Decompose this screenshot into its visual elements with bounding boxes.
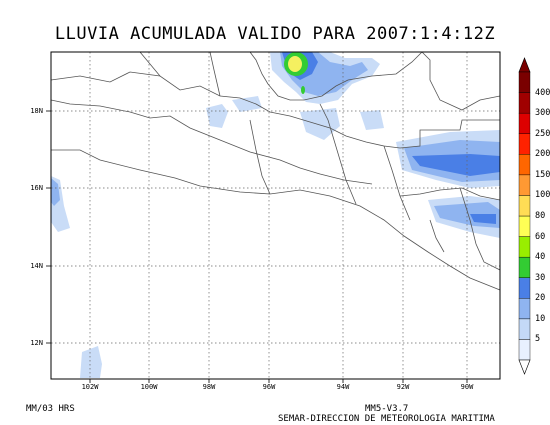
colorbar-bottom-arrow <box>518 359 531 375</box>
colorbar-swatch <box>518 277 531 299</box>
colorbar-swatch <box>518 174 531 196</box>
colorbar-label: 10 <box>535 313 546 324</box>
pacific-coast <box>51 149 501 291</box>
rain-area-center-2 <box>360 110 384 130</box>
colorbar-label: 30 <box>535 272 546 283</box>
colorbar-swatch <box>518 318 531 340</box>
rain-area-east-strong <box>412 154 500 176</box>
lon-label-96w: 96W <box>262 383 276 391</box>
lat-label-12n: 12N <box>30 339 43 347</box>
colorbar-swatch <box>518 236 531 258</box>
units-label: MM/03 HRS <box>26 404 75 414</box>
rain-area-north-yellow <box>288 56 302 72</box>
colorbar-swatch <box>518 298 531 320</box>
colorbar-label: 40 <box>535 252 546 263</box>
map-frame <box>50 51 501 380</box>
lon-label-90w: 90W <box>460 383 474 391</box>
rain-area-south <box>80 346 102 378</box>
state-lines-1 <box>50 71 401 149</box>
state-lines-2 <box>50 99 373 185</box>
lat-label-16n: 16N <box>30 184 43 192</box>
lon-label-100w: 100W <box>140 383 158 391</box>
colorbar-label: 20 <box>535 293 546 304</box>
lon-label-102w: 102W <box>81 383 99 391</box>
lat-label-14n: 14N <box>30 262 43 270</box>
lon-label-98w: 98W <box>202 383 216 391</box>
colorbar-label: 100 <box>535 190 550 201</box>
rain-area-west-small <box>206 104 228 128</box>
colorbar-swatch <box>518 256 531 278</box>
coastlines <box>50 51 501 291</box>
rain-area-center-3 <box>232 96 262 112</box>
map-title: LLUVIA ACUMULADA VALIDO PARA 2007:1:4:12… <box>54 24 496 44</box>
colorbar-swatch <box>518 154 531 176</box>
lat-label-18n: 18N <box>30 107 43 115</box>
rain-area-west-edge-mid <box>51 178 60 206</box>
colorbar-label: 80 <box>535 211 546 221</box>
colorbar-label: 60 <box>535 231 546 242</box>
colorbar-swatch <box>518 195 531 217</box>
map-panel <box>46 51 501 383</box>
colorbar-label: 300 <box>535 108 550 119</box>
colorbar-label: 150 <box>535 169 550 180</box>
rain-area-center <box>300 108 340 140</box>
axis-ticks <box>46 110 468 383</box>
colorbar-label: 200 <box>535 149 550 160</box>
rain-area-north-dot <box>301 86 305 94</box>
colorbar-label: 250 <box>535 128 550 139</box>
model-label: MM5-V3.7 <box>365 404 409 414</box>
credit-label: SEMAR-DIRECCION DE METEOROLOGIA MARITIMA <box>278 414 495 424</box>
gulf-coast <box>249 51 423 101</box>
lat-lon-grid <box>51 52 500 379</box>
colorbar-swatch <box>518 71 531 93</box>
guatemala-border <box>399 119 501 201</box>
lon-label-92w: 92W <box>396 383 410 391</box>
colorbar-swatch <box>518 339 531 361</box>
yucatan-border <box>421 51 501 111</box>
colorbar-swatch <box>518 215 531 237</box>
colorbar-swatch <box>518 133 531 155</box>
colorbar-swatch <box>518 112 531 134</box>
rainfall-shading <box>51 52 500 378</box>
state-lines-4 <box>319 103 411 221</box>
lon-label-94w: 94W <box>336 383 350 391</box>
state-lines-3 <box>139 51 271 195</box>
rain-area-southeast-strong <box>470 214 496 224</box>
colorbar-label: 5 <box>535 334 541 345</box>
colorbar <box>518 57 531 375</box>
colorbar-label: 400 <box>535 87 550 98</box>
colorbar-top-arrow <box>518 57 531 73</box>
colorbar-swatch <box>518 92 531 114</box>
